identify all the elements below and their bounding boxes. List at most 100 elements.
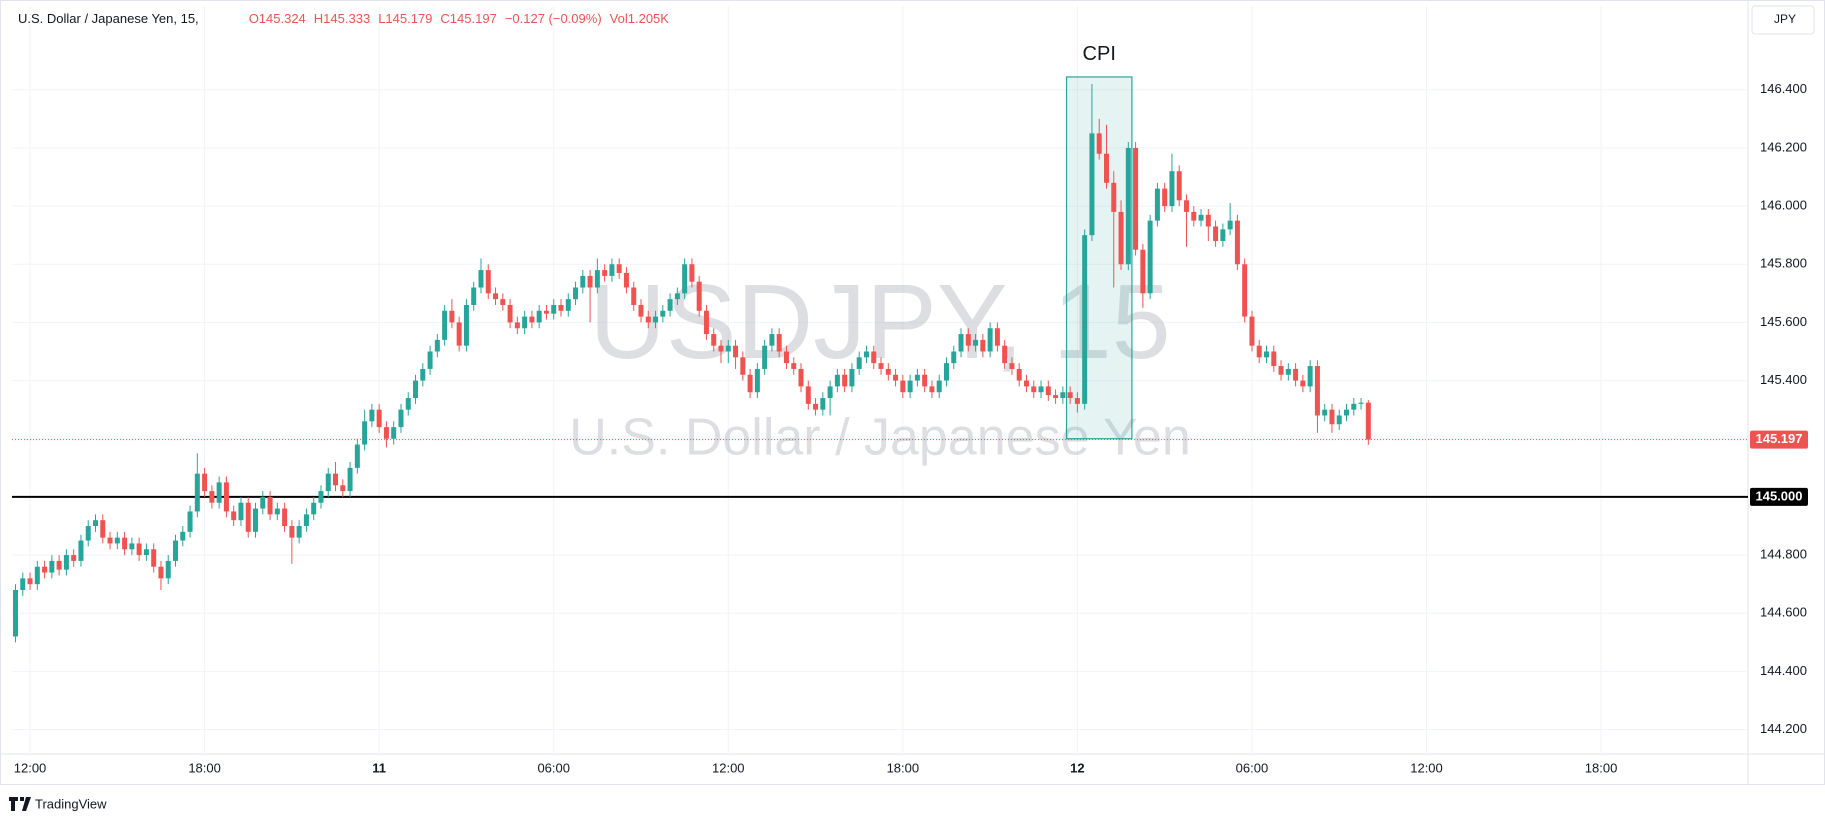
- candle-body: [1285, 368, 1291, 375]
- candle-body: [994, 328, 1000, 346]
- candle-body: [573, 287, 579, 300]
- candle-body: [907, 380, 913, 393]
- candle-body: [1067, 392, 1073, 399]
- symbol-name[interactable]: U.S. Dollar / Japanese Yen, 15,: [18, 11, 199, 26]
- x-tick-label: 18:00: [188, 760, 221, 775]
- candle-body: [151, 549, 157, 567]
- y-tick-label: 144.800: [1760, 547, 1807, 562]
- x-tick-label: 12: [1070, 760, 1084, 775]
- candle-body: [376, 409, 382, 428]
- candle-body: [878, 363, 884, 369]
- candle-body: [689, 264, 695, 282]
- candle-body: [296, 525, 302, 538]
- candle-body: [311, 502, 317, 515]
- candle-body: [543, 310, 549, 314]
- candle-body: [856, 357, 862, 369]
- candle-body: [413, 380, 419, 399]
- candle-body: [253, 508, 259, 532]
- price-tag-bg: [1750, 430, 1808, 449]
- candle-body: [1162, 188, 1168, 207]
- candle-body: [1118, 211, 1124, 265]
- candle-body: [303, 514, 309, 526]
- candle-body: [900, 380, 906, 393]
- candle-body: [820, 398, 826, 410]
- candle-body: [238, 502, 244, 521]
- candle-body: [202, 473, 208, 492]
- candle-body: [522, 316, 528, 329]
- currency-label[interactable]: JPY: [1774, 12, 1796, 26]
- candle-body: [1205, 214, 1211, 227]
- candle-body: [747, 374, 753, 393]
- candle-body: [609, 264, 615, 276]
- y-tick-label: 145.400: [1760, 372, 1807, 387]
- candle-body: [1074, 398, 1080, 404]
- x-tick-label: 11: [372, 760, 386, 775]
- candle-body: [834, 374, 840, 387]
- candle-body: [725, 345, 731, 352]
- annotation-label: CPI: [1083, 43, 1116, 65]
- candle-body: [442, 310, 448, 340]
- candle-body: [267, 496, 273, 515]
- candle-body: [71, 555, 77, 561]
- candle-body: [78, 540, 84, 561]
- candle-body: [1336, 415, 1342, 425]
- candle-body: [1220, 229, 1226, 241]
- candle-body: [703, 310, 709, 335]
- watermark-description: U.S. Dollar / Japanese Yen: [569, 409, 1191, 467]
- candle-body: [813, 403, 819, 410]
- candle-body: [645, 316, 651, 323]
- candle-body: [1111, 182, 1117, 212]
- candle-body: [1227, 220, 1233, 230]
- candle-body: [1002, 345, 1008, 364]
- candle-body: [1103, 153, 1109, 183]
- candle-body: [1060, 392, 1066, 399]
- candle-body: [740, 357, 746, 375]
- candle-body: [1278, 366, 1284, 375]
- x-tick-label: 12:00: [14, 760, 47, 775]
- candle-body: [1016, 368, 1022, 381]
- candle-body: [478, 270, 484, 288]
- candle-body: [849, 368, 855, 387]
- candle-body: [34, 566, 40, 585]
- currency-button[interactable]: [1751, 5, 1815, 35]
- candle-body: [340, 485, 346, 492]
- candle-body: [1154, 188, 1160, 221]
- candle-body: [623, 272, 629, 288]
- candle-body: [136, 543, 142, 556]
- candle-body: [965, 334, 971, 346]
- low: L145.179: [378, 11, 433, 26]
- brand-name: TradingView: [35, 796, 107, 811]
- y-tick-label: 144.400: [1760, 663, 1807, 678]
- y-tick-label: 146.200: [1760, 139, 1807, 154]
- candle-body: [711, 334, 717, 346]
- candle-body: [500, 299, 506, 305]
- candle-body: [85, 525, 91, 541]
- candle-body: [805, 386, 811, 404]
- candle-body: [231, 511, 237, 521]
- candle-body: [463, 304, 469, 346]
- candle-body: [1147, 220, 1153, 294]
- high: H145.333: [313, 11, 371, 26]
- candle-body: [274, 508, 280, 515]
- candle-body: [1082, 235, 1088, 404]
- candle-body: [1264, 351, 1270, 358]
- legend-header: U.S. Dollar / Japanese Yen, 15, O145.324…: [18, 11, 669, 26]
- candle-body: [1344, 409, 1350, 416]
- candle-body: [776, 334, 782, 352]
- candle-body: [682, 264, 688, 294]
- candle-body: [863, 351, 869, 358]
- y-tick-label: 144.200: [1760, 721, 1807, 736]
- candle-body: [1053, 395, 1059, 399]
- candle-body: [1089, 133, 1095, 236]
- candle-body: [369, 409, 375, 422]
- candle-body: [631, 287, 637, 305]
- candle-body: [922, 374, 928, 387]
- candle-body: [20, 578, 26, 590]
- candle-body: [114, 537, 120, 544]
- plot-frame: [0, 0, 1825, 785]
- candle-body: [1293, 368, 1299, 381]
- candle-body: [1234, 220, 1240, 265]
- candle-body: [165, 560, 171, 579]
- candle-body: [42, 566, 48, 573]
